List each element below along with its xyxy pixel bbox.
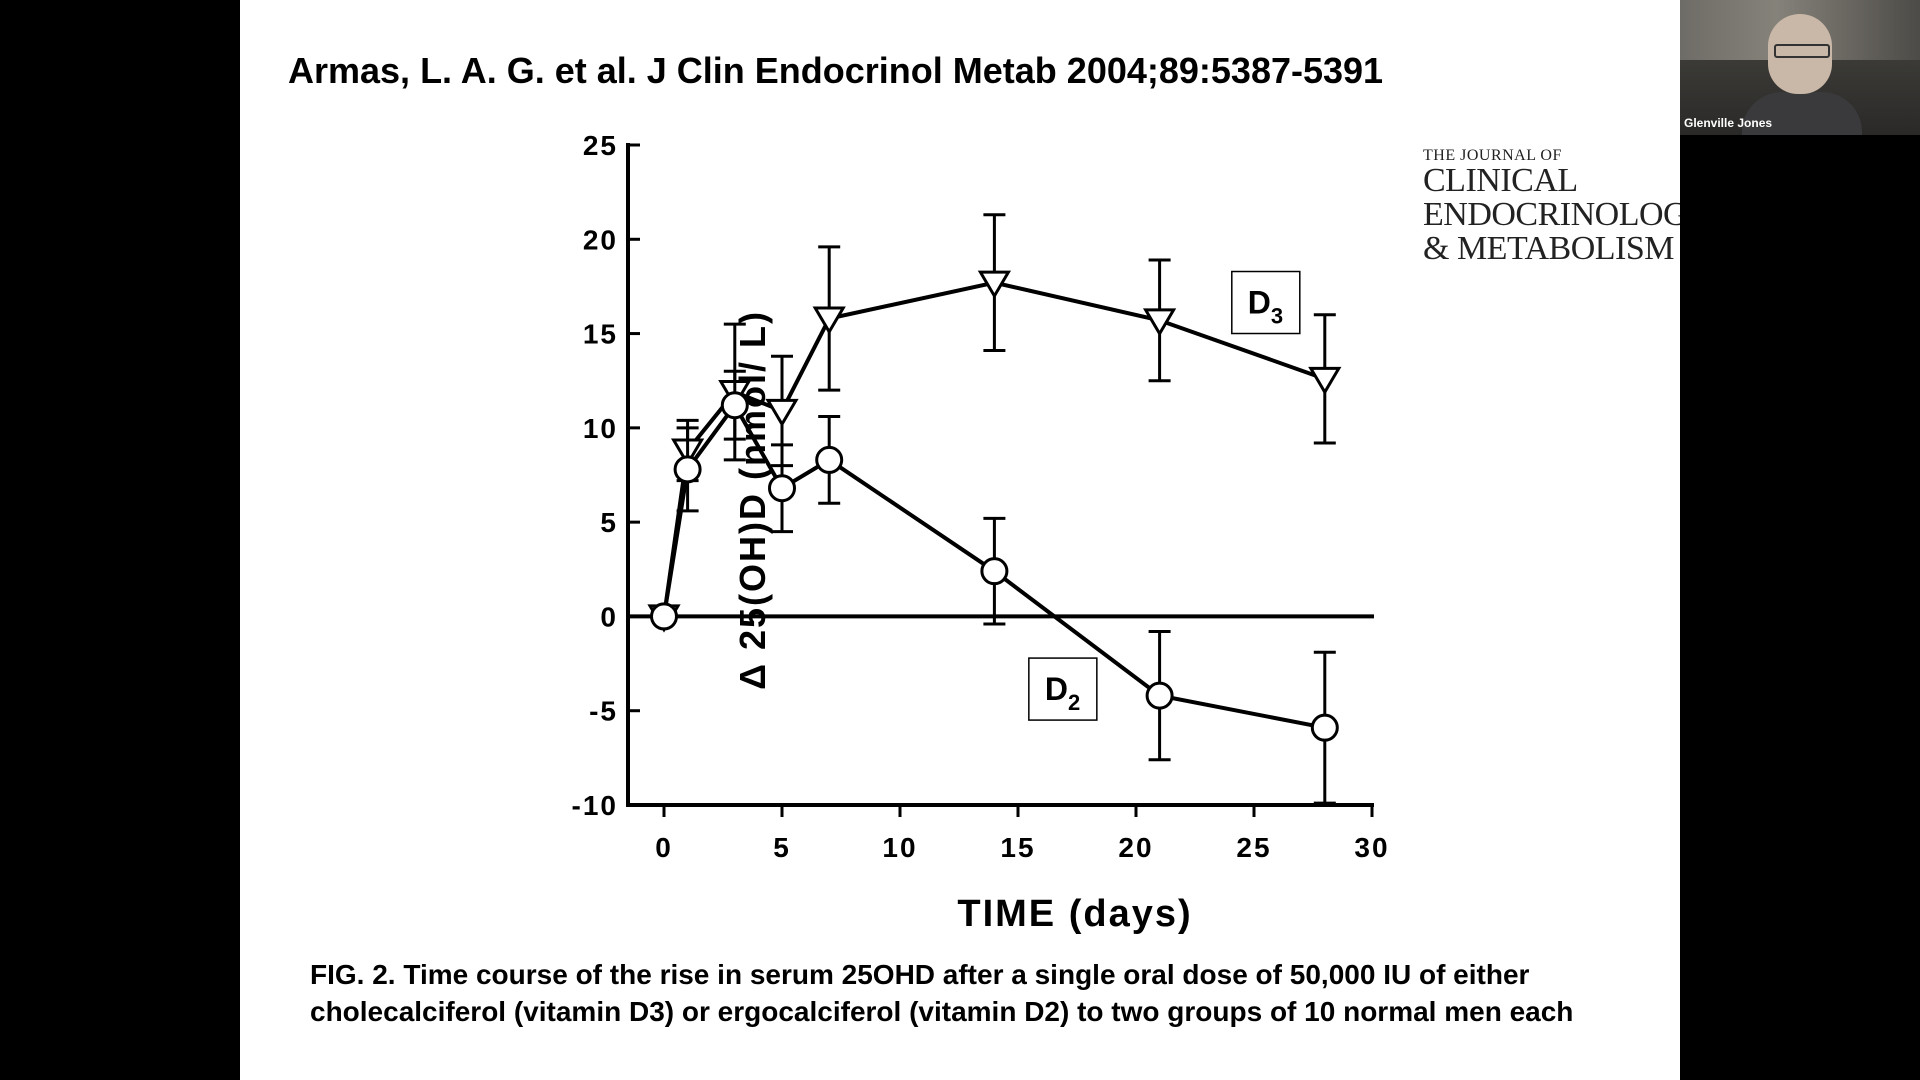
participant-head (1768, 14, 1832, 94)
series-d2: D2 (650, 369, 1339, 805)
data-point-circle (720, 391, 749, 420)
data-point-circle (1145, 681, 1174, 710)
data-point-triangle (977, 270, 1012, 299)
data-point-circle (650, 602, 678, 631)
x-tick-label: 15 (1000, 832, 1035, 863)
journal-logo-line1: THE JOURNAL OF (1423, 147, 1562, 164)
data-point-circle (980, 557, 1009, 586)
chart-series: D3 D2 (647, 213, 1342, 805)
slide: Armas, L. A. G. et al. J Clin Endocrinol… (240, 0, 1712, 1080)
data-point-triangle (1142, 308, 1177, 337)
data-point-circle (673, 455, 702, 484)
y-tick-label: -5 (589, 696, 618, 727)
participant-glasses (1774, 44, 1830, 58)
participant-name: Glenville Jones (1684, 116, 1773, 130)
chart: -10 -5 0 5 10 15 20 25 0 5 10 15 20 25 30 D3 D2 Δ 25(OH… (572, 130, 1389, 935)
series-label-box (1231, 270, 1301, 335)
x-axis-label: TIME (days) (957, 893, 1192, 935)
series-label-d2: D2 (1045, 671, 1080, 715)
participant-body (1742, 92, 1862, 135)
journal-logo-line2: CLINICAL (1423, 162, 1578, 199)
figure-caption: FIG. 2. Time course of the rise in serum… (310, 959, 1574, 1027)
data-point-circle (815, 445, 844, 474)
series-label-box (1028, 657, 1098, 721)
x-tick-label: 0 (655, 832, 673, 863)
x-tick-label: 5 (773, 832, 791, 863)
y-tick-label: 10 (583, 413, 618, 444)
x-tick-label: 25 (1236, 832, 1271, 863)
data-point-triangle (1308, 366, 1342, 396)
data-point-circle (1310, 713, 1339, 742)
citation-title: Armas, L. A. G. et al. J Clin Endocrinol… (288, 50, 1384, 91)
series-label-d3: D3 (1248, 285, 1283, 329)
data-point-triangle (812, 306, 846, 335)
y-axis-label: Δ 25(OH)D (nmol/ L) (732, 310, 773, 690)
chart-axes: -10 -5 0 5 10 15 20 25 0 5 10 15 20 25 30 (572, 130, 1389, 863)
x-tick-label: 20 (1118, 832, 1153, 863)
x-tick-label: 30 (1354, 832, 1389, 863)
y-tick-label: 15 (583, 319, 618, 350)
y-tick-label: 0 (600, 601, 618, 632)
journal-logo: THE JOURNAL OF CLINICAL ENDOCRINOLOGY & … (1423, 147, 1712, 267)
journal-logo-line3: ENDOCRINOLOGY (1423, 196, 1712, 233)
journal-logo-line4: & METABOLISM (1423, 230, 1675, 267)
sidebar-background (1680, 0, 1920, 1080)
y-tick-label: -10 (572, 790, 618, 821)
y-tick-label: 5 (600, 507, 618, 538)
y-tick-label: 25 (583, 130, 618, 161)
x-tick-label: 10 (882, 832, 917, 863)
data-point-circle (768, 474, 796, 503)
participant-video-tile[interactable]: Glenville Jones (1680, 0, 1920, 135)
y-tick-label: 20 (583, 224, 618, 255)
data-point-triangle (765, 398, 799, 428)
